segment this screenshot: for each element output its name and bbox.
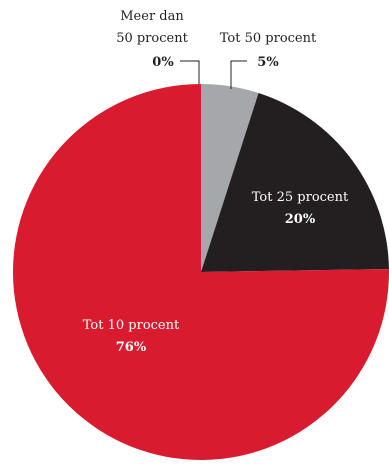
- leader-line-tot-50: [230, 60, 247, 89]
- slice-label-meer-dan-50-line1: Meer dan: [120, 9, 184, 24]
- pie-slice-tot-10-procent: [13, 84, 389, 460]
- pie-slice-tot-25-procent: [201, 93, 389, 272]
- slice-label-tot-10: Tot 10 procent: [83, 318, 180, 333]
- leader-line-meer-dan-50: [180, 60, 200, 84]
- slice-label-tot-25: Tot 25 procent: [252, 190, 349, 205]
- slice-value-tot-10: 76%: [116, 340, 147, 355]
- slice-value-tot-50: 5%: [257, 55, 279, 70]
- slice-value-meer-dan-50: 0%: [152, 55, 174, 70]
- pie-slices: [13, 84, 389, 460]
- slice-label-tot-50: Tot 50 procent: [220, 31, 317, 46]
- slice-value-tot-25: 20%: [285, 212, 316, 227]
- leader-lines: [180, 60, 247, 89]
- slice-label-meer-dan-50-line2: 50 procent: [116, 31, 188, 46]
- pie-slice-tot-50-procent: [201, 84, 259, 272]
